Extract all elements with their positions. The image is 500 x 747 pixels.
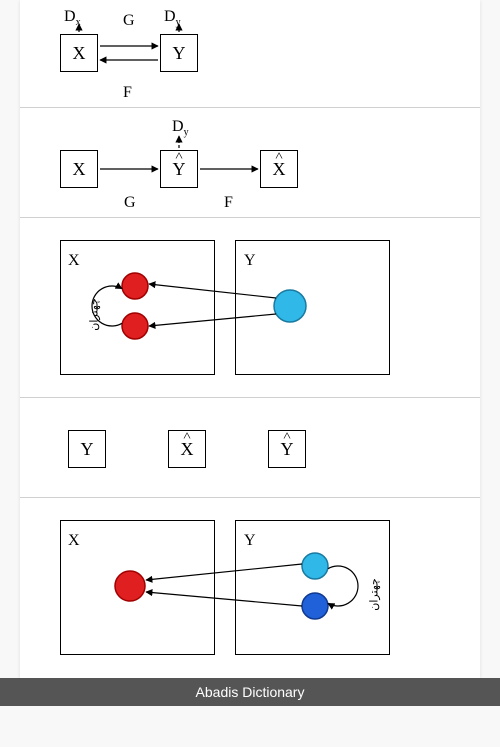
label-G_top: G — [123, 12, 135, 30]
box-Yhat: Y — [268, 430, 306, 468]
box-Y: Y — [160, 34, 198, 72]
box-Yhat: Y — [160, 150, 198, 188]
vertical-annotation: چهتران — [368, 578, 381, 610]
footer-bar: Abadis Dictionary — [0, 678, 500, 706]
label-F_bottom: F — [123, 84, 132, 102]
box-Xhat: X — [168, 430, 206, 468]
panel-panel1: X Y Dx Dy G F — [20, 0, 480, 108]
footer-text: Abadis Dictionary — [196, 684, 305, 700]
label-Dy_top: Dy — [172, 118, 189, 138]
label-Dy_top: Dy — [164, 8, 181, 28]
diagram-card: X Y Dx Dy G F X Y X Dy G F X Y چهتران Y X Y X Y چهتران — [20, 0, 480, 678]
bigbox-label-Y: Y — [244, 532, 256, 550]
label-G: G — [124, 194, 136, 212]
box-X: X — [60, 34, 98, 72]
bigbox-label-X: X — [68, 252, 80, 270]
bigbox-X — [60, 520, 215, 655]
panel-panel3: X Y چهتران — [20, 218, 480, 398]
box-Y: Y — [68, 430, 106, 468]
panel-panel5: X Y چهتران — [20, 498, 480, 678]
label-F: F — [224, 194, 233, 212]
bigbox-label-Y: Y — [244, 252, 256, 270]
vertical-annotation: چهتران — [88, 298, 101, 330]
panel-panel2: X Y X Dy G F — [20, 108, 480, 218]
box-Xhat: X — [260, 150, 298, 188]
bigbox-Y — [235, 240, 390, 375]
label-Dx_top: Dx — [64, 8, 81, 28]
bigbox-label-X: X — [68, 532, 80, 550]
bigbox-X — [60, 240, 215, 375]
box-X: X — [60, 150, 98, 188]
panel-panel4: YXY — [20, 398, 480, 498]
